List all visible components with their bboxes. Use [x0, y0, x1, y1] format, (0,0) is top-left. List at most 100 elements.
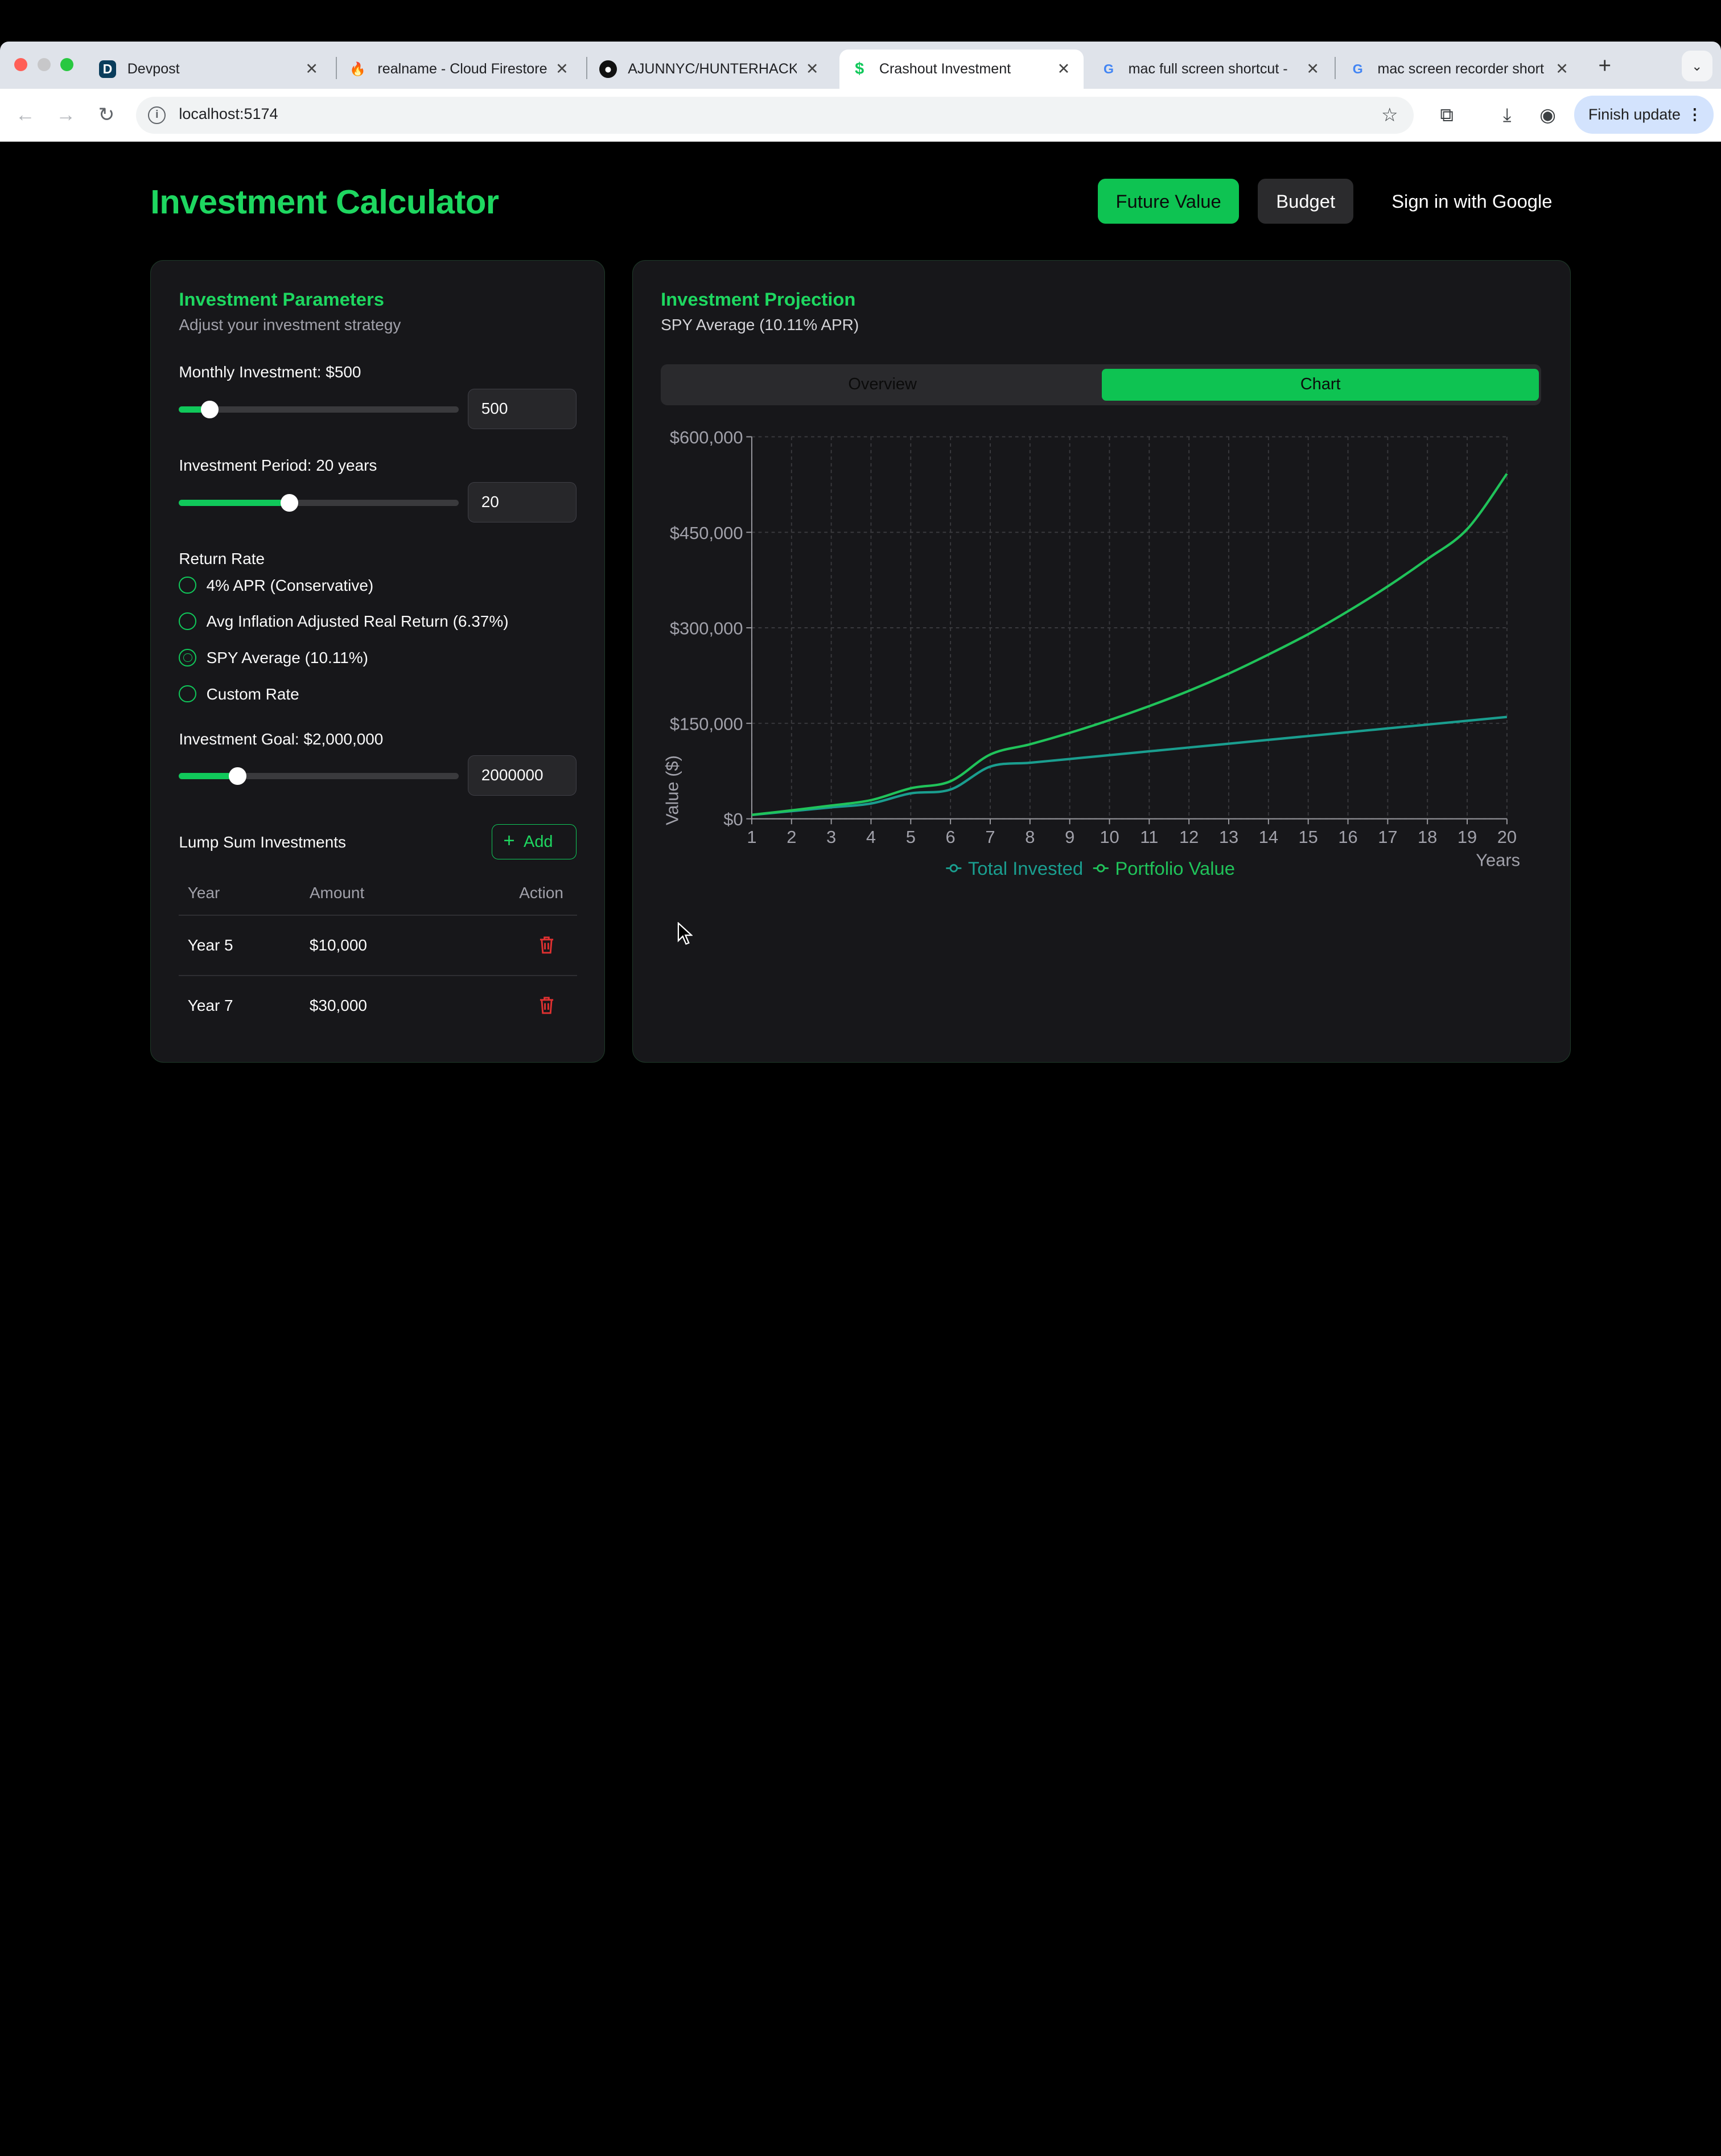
x-tick-label: 17: [1378, 827, 1397, 847]
legend-marker-dot: [1097, 864, 1105, 873]
slider-thumb[interactable]: [281, 493, 299, 512]
close-tab-icon[interactable]: ✕: [555, 60, 569, 77]
tab-title: mac screen recorder short: [1377, 60, 1544, 77]
monthly-investment-slider[interactable]: [179, 400, 459, 418]
y-tick-label: $600,000: [670, 428, 743, 447]
address-bar[interactable]: [136, 96, 1414, 134]
bookmark-star-icon[interactable]: ☆: [1381, 104, 1398, 126]
table-divider: [179, 974, 578, 976]
google-icon: G: [1103, 61, 1114, 76]
future-value-button[interactable]: Future Value: [1097, 179, 1240, 224]
x-tick-label: 18: [1418, 827, 1437, 847]
table-cell-amount: $30,000: [309, 997, 367, 1015]
mouse-cursor-icon: [677, 922, 693, 945]
y-axis-label: Value ($): [662, 755, 682, 825]
browser-tab[interactable]: G mac screen recorder short ✕: [1338, 50, 1582, 89]
top-bar: [0, 0, 1721, 42]
return-rate-label: Return Rate: [179, 550, 265, 568]
google-icon: G: [1352, 61, 1363, 76]
tab-search-icon[interactable]: ⌄: [1681, 50, 1712, 81]
close-tab-icon[interactable]: ✕: [305, 60, 319, 77]
more-menu-icon[interactable]: ⋮: [1687, 105, 1703, 123]
x-tick-label: 8: [1025, 827, 1035, 847]
investment-period-label: Investment Period: 20 years: [179, 456, 377, 475]
browser-tab[interactable]: ● AJUNNYC/HUNTERHACKF ✕: [588, 50, 832, 89]
radio-conservative[interactable]: [179, 576, 197, 594]
radio-spy-average[interactable]: [179, 648, 197, 666]
minimize-window-button[interactable]: [37, 58, 51, 72]
tab-title: AJUNNYC/HUNTERHACKF: [628, 60, 797, 77]
download-icon[interactable]: ⤓: [1502, 104, 1512, 126]
sign-in-google-button[interactable]: Sign in with Google: [1391, 191, 1553, 212]
budget-button[interactable]: Budget: [1258, 179, 1354, 224]
x-tick-label: 20: [1497, 827, 1517, 847]
close-tab-icon[interactable]: ✕: [1057, 60, 1071, 77]
x-tick-label: 6: [946, 827, 956, 847]
x-tick-label: 19: [1458, 827, 1477, 847]
reload-icon[interactable]: ↻: [98, 104, 115, 126]
page-title: Investment Calculator: [150, 183, 499, 221]
profile-avatar-icon[interactable]: ◉: [1539, 104, 1556, 126]
finish-update-button[interactable]: Finish update ⋮: [1574, 95, 1714, 134]
radio-custom-rate[interactable]: [179, 685, 197, 703]
investment-goal-input[interactable]: 2000000: [467, 755, 577, 796]
dollar-icon: $: [855, 59, 864, 78]
add-lump-sum-button[interactable]: + Add: [492, 824, 577, 860]
y-tick-label: $300,000: [670, 619, 743, 639]
table-cell-amount: $10,000: [309, 936, 367, 954]
radio-label[interactable]: Custom Rate: [206, 685, 299, 703]
investment-period-slider[interactable]: [179, 493, 459, 512]
legend-label: Total Invested: [968, 858, 1083, 879]
delete-trash-icon[interactable]: [539, 997, 554, 1014]
table-divider: [179, 914, 578, 916]
slider-fill: [179, 499, 290, 507]
x-tick-label: 10: [1100, 827, 1119, 847]
delete-trash-icon[interactable]: [539, 936, 554, 954]
close-tab-icon[interactable]: ✕: [805, 60, 819, 77]
investment-goal-slider[interactable]: [179, 767, 459, 785]
github-icon: ●: [599, 60, 617, 78]
url-text[interactable]: localhost:5174: [179, 105, 278, 123]
monthly-investment-input[interactable]: 500: [467, 388, 577, 430]
x-tick-label: 9: [1065, 827, 1074, 847]
y-tick-label: $0: [723, 809, 743, 829]
projection-subtitle: SPY Average (10.11% APR): [661, 316, 859, 334]
devpost-icon: D: [98, 60, 117, 78]
forward-icon[interactable]: →: [56, 104, 76, 126]
tab-title: mac full screen shortcut -: [1128, 60, 1288, 77]
close-tab-icon[interactable]: ✕: [1306, 60, 1320, 77]
fullscreen-window-button[interactable]: [60, 58, 74, 72]
back-icon[interactable]: ←: [15, 104, 35, 126]
x-tick-label: 7: [986, 827, 995, 847]
extensions-icon[interactable]: ⧉: [1440, 104, 1454, 126]
browser-tab[interactable]: G mac full screen shortcut - ✕: [1089, 50, 1332, 89]
x-tick-label: 1: [747, 827, 757, 847]
lump-sum-title: Lump Sum Investments: [179, 833, 347, 851]
firebase-icon: 🔥: [349, 61, 367, 76]
browser-tab-active[interactable]: $ Crashout Investment ✕: [839, 49, 1084, 89]
radio-label[interactable]: Avg Inflation Adjusted Real Return (6.37…: [206, 612, 509, 631]
column-header-action: Action: [519, 883, 563, 902]
tab-title: Crashout Investment: [879, 60, 1011, 77]
slider-thumb[interactable]: [201, 400, 219, 418]
investment-period-input[interactable]: 20: [467, 482, 577, 523]
tab-overview[interactable]: Overview: [848, 375, 917, 394]
radio-label[interactable]: SPY Average (10.11%): [206, 648, 368, 666]
close-window-button[interactable]: [14, 58, 28, 72]
tab-separator: [1335, 57, 1336, 79]
column-header-year: Year: [187, 883, 220, 902]
radio-inflation-adjusted[interactable]: [179, 612, 197, 631]
x-tick-label: 13: [1219, 827, 1238, 847]
tab-chart[interactable]: Chart: [1102, 369, 1539, 401]
browser-tab[interactable]: D Devpost ✕: [88, 50, 331, 89]
site-info-icon[interactable]: i: [148, 106, 166, 124]
radio-label[interactable]: 4% APR (Conservative): [206, 576, 374, 594]
new-tab-icon[interactable]: +: [1598, 53, 1612, 78]
x-tick-label: 3: [826, 827, 836, 847]
tab-title: Devpost: [127, 60, 180, 77]
close-tab-icon[interactable]: ✕: [1555, 60, 1568, 77]
slider-thumb[interactable]: [229, 767, 247, 785]
parameters-subtitle: Adjust your investment strategy: [179, 316, 401, 334]
browser-tab[interactable]: 🔥 realname - Cloud Firestore ✕: [338, 50, 582, 89]
